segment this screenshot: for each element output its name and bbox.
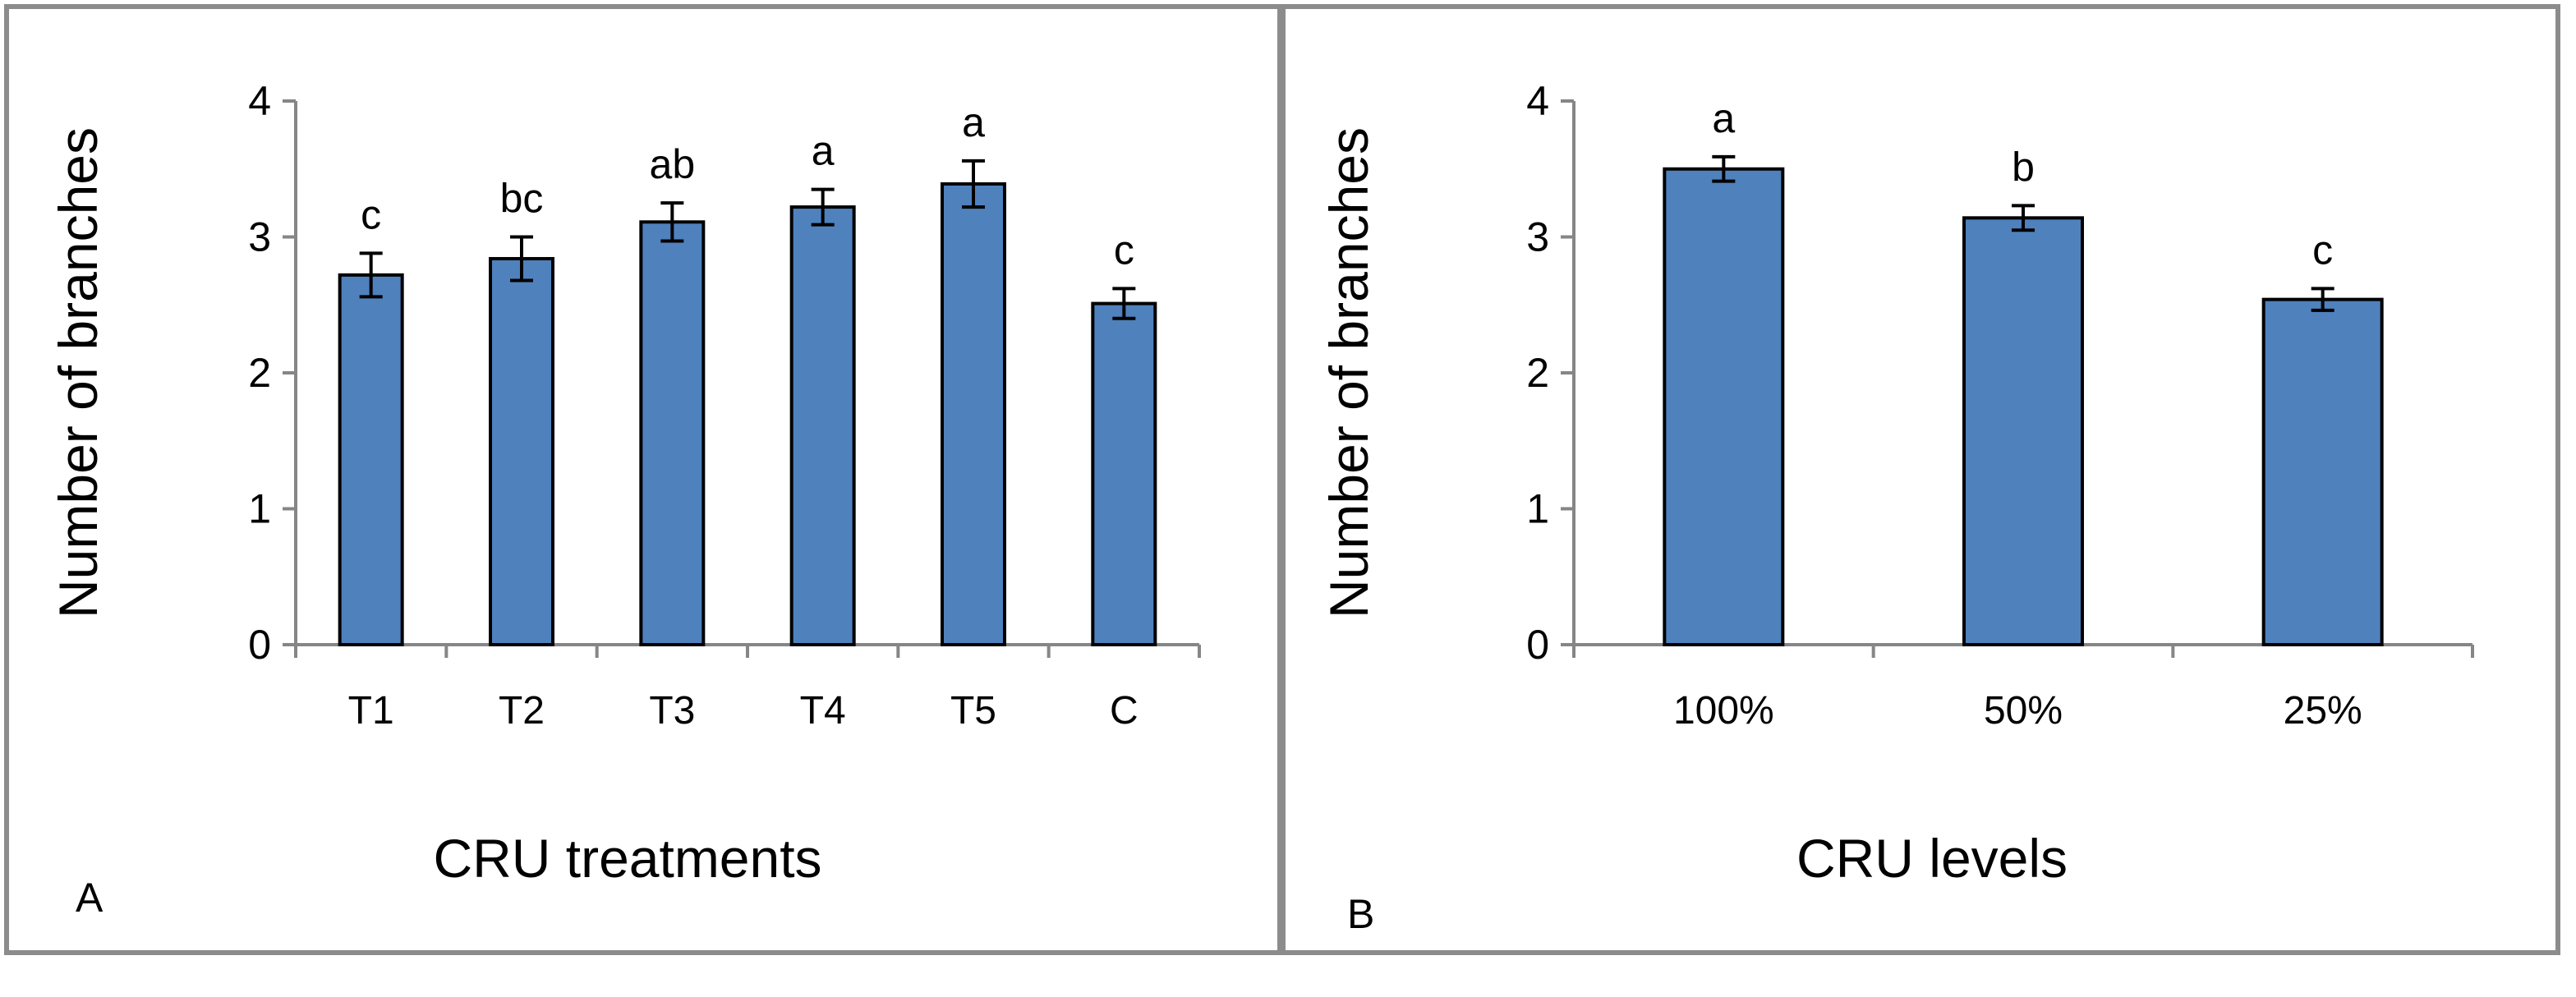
panel-letter: B — [1347, 891, 1374, 937]
x-axis-title: CRU treatments — [433, 828, 821, 889]
significance-label-100%: a — [1712, 95, 1735, 141]
x-category-label: 25% — [2284, 689, 2362, 733]
bar-C — [1091, 301, 1157, 646]
significance-label-T4: a — [812, 128, 835, 174]
bar-T3 — [639, 220, 706, 647]
bar-T4 — [789, 205, 856, 646]
x-category-label: T5 — [950, 689, 996, 733]
y-tick-label: 0 — [248, 622, 271, 668]
significance-label-T5: a — [962, 99, 985, 145]
bar-T1 — [338, 273, 404, 646]
y-axis-title: Number of branches — [1318, 127, 1379, 618]
bar-T2 — [489, 256, 554, 646]
y-tick-label: 3 — [248, 214, 271, 260]
x-category-label: T3 — [649, 689, 695, 733]
bar-T5 — [941, 181, 1006, 646]
x-category-label: T1 — [348, 689, 394, 733]
x-category-label: 50% — [1984, 689, 2063, 733]
x-category-label: T2 — [499, 689, 545, 733]
chart-panel-a: 0 1 2 3 4 c T1 bc T2 ab T3 a T4 a T5 c C Number of branch… — [48, 78, 1201, 921]
y-tick-label: 0 — [1526, 622, 1549, 668]
y-tick-label: 4 — [1526, 78, 1549, 124]
x-category-label: 100% — [1673, 689, 1774, 733]
bar-25% — [2261, 297, 2384, 646]
bar-50% — [1962, 216, 2084, 646]
significance-label-T2: bc — [500, 176, 544, 222]
y-axis-title: Number of branches — [48, 127, 108, 618]
chart-panel-b: 0 1 2 3 4 a 100% b 50% c 25% Number of branches CRU … — [1318, 78, 2474, 937]
panel-letter: A — [76, 875, 104, 921]
x-category-label: C — [1110, 689, 1138, 733]
y-tick-label: 4 — [248, 78, 271, 124]
significance-label-50%: b — [2012, 144, 2035, 190]
y-tick-label: 1 — [1526, 486, 1549, 532]
significance-label-C: c — [1114, 227, 1134, 273]
x-category-label: T4 — [800, 689, 846, 733]
x-axis-title: CRU levels — [1796, 828, 2068, 889]
significance-label-25%: c — [2312, 227, 2333, 273]
bar-100% — [1663, 167, 1785, 646]
y-tick-label: 1 — [248, 486, 271, 532]
significance-label-T3: ab — [650, 141, 696, 187]
y-tick-label: 2 — [248, 350, 271, 396]
significance-label-T1: c — [361, 191, 381, 237]
y-tick-label: 3 — [1526, 214, 1549, 260]
y-tick-label: 2 — [1526, 350, 1549, 396]
